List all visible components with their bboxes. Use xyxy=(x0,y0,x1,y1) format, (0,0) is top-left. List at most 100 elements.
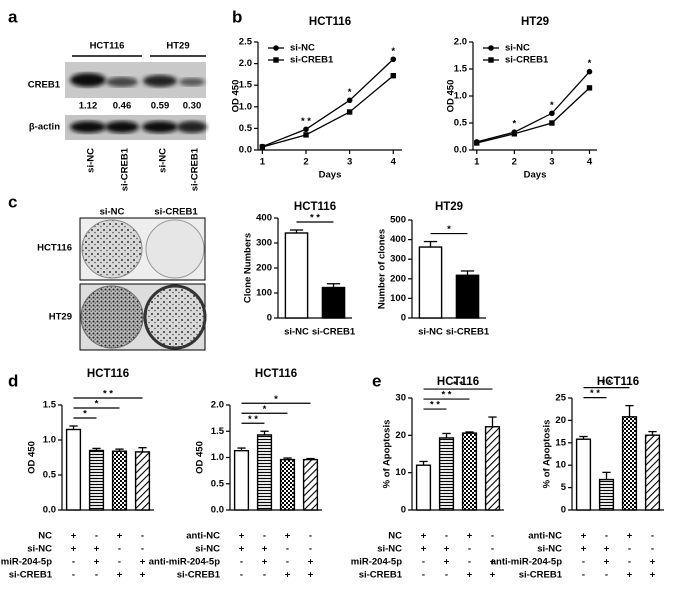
condition-mark: - xyxy=(240,557,243,568)
bar xyxy=(88,449,105,511)
condition-mark: + xyxy=(650,570,656,581)
y-tick-label: 0 xyxy=(267,313,272,324)
significance: * * xyxy=(301,116,311,127)
significance: * * xyxy=(601,378,611,389)
point xyxy=(259,144,266,150)
y-tick-label: 20 xyxy=(395,430,406,441)
blot-row-label: CREB1 xyxy=(28,80,61,91)
condition-mark: - xyxy=(118,557,121,568)
condition-mark: - xyxy=(95,570,98,581)
y-tick-label: 0.0 xyxy=(211,505,224,516)
significance: * xyxy=(263,404,267,415)
condition-mark: - xyxy=(240,570,243,581)
lane-label: si-CREB1 xyxy=(120,147,131,191)
y-tick-label: 10 xyxy=(395,467,406,478)
point xyxy=(586,68,593,75)
bar xyxy=(598,478,615,511)
condition-mark: + xyxy=(444,557,450,568)
significance: * * xyxy=(441,390,451,401)
y-tick-label: 1.5 xyxy=(211,426,225,437)
blot-ratio: 0.59 xyxy=(151,101,170,112)
legend-label: si-CREB1 xyxy=(290,55,334,66)
blot-group: HT29 xyxy=(166,41,189,52)
condition-label: si-NC xyxy=(27,544,52,555)
significance: * xyxy=(391,46,395,57)
y-tick-label: 100 xyxy=(256,288,272,299)
condition-mark: - xyxy=(422,570,425,581)
x-tick-label: 1 xyxy=(474,157,480,168)
series-line xyxy=(476,87,590,144)
lane-label: si-NC xyxy=(158,148,169,173)
point xyxy=(390,56,397,63)
bar xyxy=(418,246,443,319)
condition-mark: + xyxy=(490,557,496,568)
bar xyxy=(484,426,501,511)
condition-mark: + xyxy=(308,557,314,568)
condition-mark: - xyxy=(628,544,631,555)
point xyxy=(303,126,309,133)
condition-mark: - xyxy=(141,544,144,555)
y-tick-label: 15 xyxy=(555,437,566,448)
blot-row-label: β-actin xyxy=(29,122,60,133)
blot-actin xyxy=(65,115,207,140)
significance: * xyxy=(447,224,451,235)
significance: * * xyxy=(430,400,440,411)
condition-label: NC xyxy=(38,531,52,542)
y-axis-label: OD 450 xyxy=(446,80,457,113)
x-axis-label: Days xyxy=(524,170,547,181)
lane-label: si-NC xyxy=(86,148,97,173)
y-tick-label: 0 xyxy=(561,505,566,516)
condition-mark: + xyxy=(140,570,146,581)
condition-label: si-NC xyxy=(537,544,562,555)
y-tick-label: 10 xyxy=(555,460,566,471)
condition-mark: - xyxy=(582,557,585,568)
legend-marker xyxy=(273,57,279,63)
condition-mark: + xyxy=(94,544,100,555)
condition-mark: - xyxy=(72,570,75,581)
y-axis-label: OD 450 xyxy=(27,441,38,474)
legend-marker xyxy=(488,45,494,51)
y-axis-label: OD 450 xyxy=(195,441,206,474)
y-tick-label: 1.5 xyxy=(454,64,468,75)
condition-mark: + xyxy=(627,570,633,581)
y-tick-label: 0.0 xyxy=(454,145,467,156)
condition-mark: + xyxy=(581,544,587,555)
blot-ratio: 0.30 xyxy=(183,101,202,112)
legend-marker xyxy=(273,45,279,51)
condition-mark: + xyxy=(117,531,123,542)
condition-mark: + xyxy=(285,570,291,581)
y-tick-label: 100 xyxy=(390,293,406,304)
condition-mark: + xyxy=(650,557,656,568)
point xyxy=(549,120,555,126)
x-tick-label: 3 xyxy=(549,157,554,168)
y-tick-label: 400 xyxy=(256,213,272,224)
y-tick-label: 0.5 xyxy=(43,470,57,481)
panel-label: e xyxy=(372,371,381,390)
point xyxy=(346,109,353,115)
condition-mark: - xyxy=(263,570,266,581)
y-tick-label: 0 xyxy=(401,505,406,516)
point xyxy=(474,140,480,146)
condition-mark: - xyxy=(72,557,75,568)
y-tick-label: 2.0 xyxy=(239,58,252,69)
y-tick-label: 500 xyxy=(390,215,406,226)
y-axis-label: OD 450 xyxy=(231,80,242,113)
y-tick-label: 300 xyxy=(390,254,406,265)
significance: * xyxy=(95,399,99,410)
y-tick-label: 1.5 xyxy=(43,400,57,411)
series-line xyxy=(262,58,394,148)
condition-mark: - xyxy=(422,557,425,568)
x-tick-label: si-NC xyxy=(284,327,309,338)
significance: * * xyxy=(103,389,113,400)
y-tick-label: 0.5 xyxy=(454,118,468,129)
panel-label: c xyxy=(8,192,17,211)
condition-mark: + xyxy=(71,544,77,555)
y-tick-label: 1.0 xyxy=(239,101,252,112)
condition-mark: - xyxy=(468,544,471,555)
bar xyxy=(461,432,478,511)
condition-label: anti-miR-204-5p xyxy=(149,557,220,568)
bar xyxy=(279,458,296,511)
chart-title: HT29 xyxy=(521,16,549,28)
significance: * xyxy=(588,58,592,69)
chart-title: HCT116 xyxy=(597,376,639,388)
